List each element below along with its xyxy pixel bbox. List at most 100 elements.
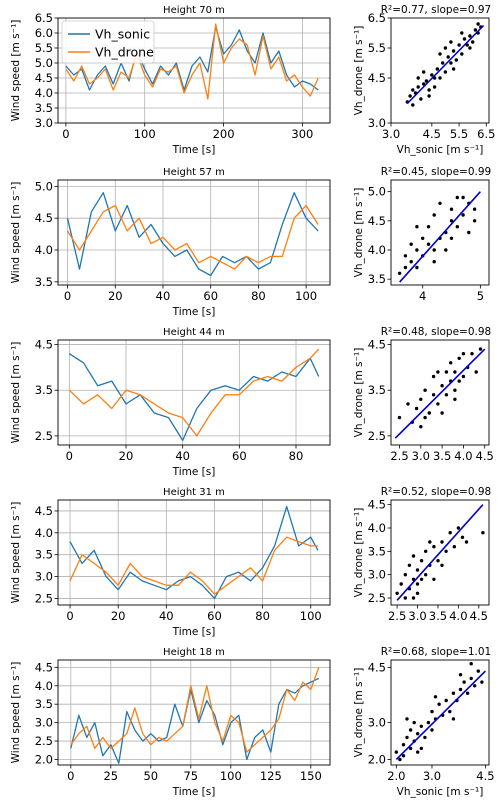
x-tick-label: 25: [103, 769, 118, 783]
scatter-point: [430, 728, 434, 732]
series-line-drone: [66, 204, 319, 270]
scatter-point: [449, 236, 454, 240]
panel-title: R²=0.48, slope=0.98: [381, 326, 491, 338]
x-tick-label: 100: [295, 289, 317, 303]
y-tick-label: 3.0: [35, 116, 53, 130]
y-tick-label: 3.5: [368, 272, 386, 286]
x-tick-label: 0: [67, 769, 74, 783]
scatter-panel-2: 2.5 3.0 3.5 4.0 4.52.53.54.5R²=0.48, slope=0…: [353, 326, 494, 463]
y-tick-label: 4.5: [368, 660, 386, 674]
scatter-point: [438, 52, 442, 56]
scatter-point: [436, 402, 440, 406]
panel-title: Height 70 m: [163, 5, 225, 16]
scatter-point: [403, 265, 408, 270]
scatter-point: [462, 37, 467, 41]
scatter-point: [451, 691, 456, 695]
y-tick-label: 4.5: [35, 71, 53, 85]
x-tick-label: 20: [108, 289, 123, 303]
x-tick-label: 60: [203, 289, 218, 303]
x-tick-label: 40: [175, 449, 190, 463]
y-axis-label: Wind speed [m s⁻¹]: [10, 662, 22, 764]
scatter-point: [472, 219, 477, 223]
scatter-point: [468, 46, 472, 50]
y-tick-label: 5.0: [35, 179, 53, 193]
scatter-point: [451, 49, 456, 53]
scatter-panel-1: 4 5 3.5 4.0 4.5 5.0 R²=0.45, slope=0.99 Vh_dron…: [353, 166, 491, 303]
y-tick-label: 4.0: [35, 86, 53, 100]
scatter-point: [436, 370, 440, 374]
scatter-point: [438, 76, 442, 80]
scatter-point: [415, 568, 420, 572]
scatter-point: [422, 70, 426, 74]
x-tick-label: 125: [260, 769, 282, 783]
scatter-point: [462, 680, 466, 684]
plot-frame: [57, 339, 331, 446]
series-line-drone: [65, 23, 319, 100]
scatter-point: [427, 94, 431, 98]
x-tick-label: 0: [62, 127, 69, 141]
line-panel-4: 0 25 50 75 100 125 150 2.0 2.5 3.0 3.5 4.0 4.5 Height…: [10, 647, 331, 798]
x-tick-label: 80: [255, 609, 270, 623]
scatter-point: [453, 397, 457, 401]
y-axis-label: Vh_drone [m s⁻¹]: [353, 508, 365, 598]
scatter-point: [468, 34, 472, 38]
line-panel-0: 0 100 200 300 3.03.54.04.55.05.56.06.5 Height…: [10, 5, 331, 156]
scatter-point: [419, 559, 424, 563]
scatter-point: [460, 52, 464, 56]
scatter-panel-3: 2.5 3.0 3.5 4.0 4.52.53.03.54.04.5R²=0.52, s…: [353, 486, 491, 623]
regression-line: [395, 670, 486, 761]
series-line-drone: [69, 536, 318, 595]
scatter-point: [423, 388, 427, 392]
scatter-point: [419, 397, 423, 401]
y-tick-label: 4.0: [35, 243, 53, 257]
y-axis-label: Wind speed [m s⁻¹]: [10, 502, 22, 604]
x-tick-label: 2.0: [387, 769, 405, 783]
scatter-point: [432, 577, 436, 581]
scatter-point: [406, 402, 410, 406]
scatter-point: [454, 58, 458, 62]
panel-title: R²=0.45, slope=0.99: [381, 166, 491, 178]
x-tick-label: 3.0: [412, 449, 430, 463]
scatter-point: [432, 260, 436, 264]
scatter-point: [430, 709, 434, 714]
x-tick-label: 100: [220, 769, 242, 783]
series-line-sonic: [65, 26, 319, 91]
scatter-point: [444, 370, 449, 374]
x-tick-label: 60: [207, 609, 222, 623]
panel-title: Height 18 m: [163, 647, 225, 658]
scatter-point: [467, 230, 471, 235]
legend-label-drone: Vh_drone: [95, 45, 154, 60]
series-line-sonic: [69, 505, 319, 600]
scatter-point: [394, 750, 398, 754]
scatter-point: [432, 545, 436, 549]
y-tick-label: 4.0: [368, 243, 386, 257]
plot-frame: [57, 17, 331, 124]
scatter-point: [457, 356, 461, 360]
series-line-drone: [70, 667, 320, 753]
line-panel-2: 0 20 40 60 80 2.5 3.5 4.5 Height 44 m Time [s] Win…: [10, 327, 331, 478]
scatter-point: [403, 596, 407, 600]
scatter-point: [460, 31, 464, 35]
y-tick-label: 3.5: [35, 275, 53, 289]
scatter-point: [440, 540, 444, 544]
scatter-point: [421, 236, 425, 240]
x-tick-label: 3.0: [423, 769, 441, 783]
scatter-point: [449, 61, 453, 65]
y-tick-label: 6.5: [35, 11, 53, 25]
scatter-point: [440, 411, 444, 415]
scatter-point: [426, 720, 431, 725]
scatter-point: [397, 415, 402, 420]
scatter-point: [455, 195, 459, 200]
x-tick-label: 5: [477, 289, 484, 303]
x-tick-label: 80: [289, 449, 304, 463]
x-axis-label: Vh_sonic [m s⁻¹]: [397, 786, 484, 798]
plot-frame: [390, 659, 490, 766]
scatter-point: [444, 393, 449, 397]
scatter-point: [469, 662, 473, 666]
x-axis-label: Time [s]: [172, 306, 216, 318]
scatter-point: [405, 717, 409, 721]
scatter-point: [440, 384, 444, 388]
x-tick-label: 20: [119, 449, 134, 463]
scatter-point: [481, 531, 485, 535]
y-tick-label: 6.5: [368, 11, 386, 25]
